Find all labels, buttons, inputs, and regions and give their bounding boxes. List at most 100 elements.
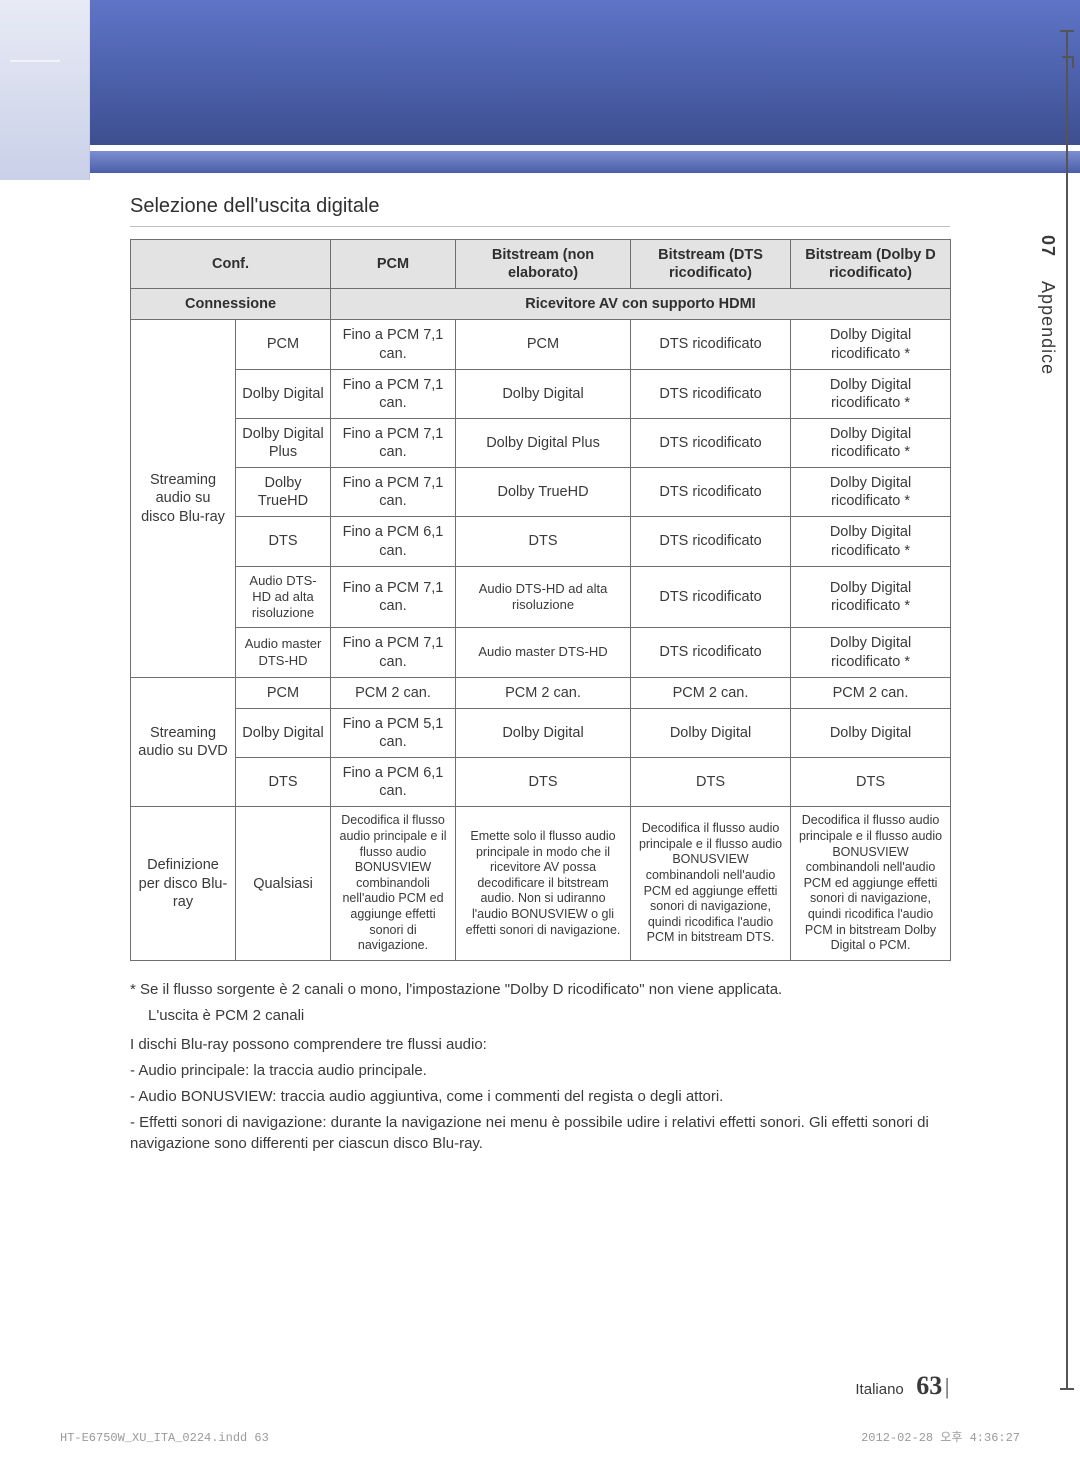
cell: Dolby Digital — [631, 708, 791, 757]
cell-def-dd: Decodifica il flusso audio principale e … — [791, 807, 951, 961]
print-mark-left: HT-E6750W_XU_ITA_0224.indd 63 — [60, 1431, 269, 1445]
cell-def-pcm: Decodifica il flusso audio principale e … — [331, 807, 456, 961]
th-bs-non: Bitstream (non elaborato) — [456, 240, 631, 289]
footnote-star-1: * Se il flusso sorgente è 2 canali o mon… — [130, 979, 950, 1001]
cell: Dolby Digital ricodificato * — [791, 468, 951, 517]
footer-language: Italiano — [855, 1381, 903, 1398]
table-row: Streaming audio su DVD PCM PCM 2 can. PC… — [131, 677, 951, 708]
cell: Fino a PCM 5,1 can. — [331, 708, 456, 757]
cell-label: Audio DTS-HD ad alta risoluzione — [236, 566, 331, 628]
cell: Fino a PCM 7,1 can. — [331, 369, 456, 418]
footnotes: * Se il flusso sorgente è 2 canali o mon… — [130, 979, 950, 1155]
cell: PCM — [456, 320, 631, 369]
cell: Fino a PCM 7,1 can. — [331, 418, 456, 467]
cell-def-dts: Decodifica il flusso audio principale e … — [631, 807, 791, 961]
side-section-number: 07 — [1038, 235, 1058, 257]
group-dvd: Streaming audio su DVD — [131, 677, 236, 807]
cell: PCM 2 can. — [791, 677, 951, 708]
table-row: Audio DTS-HD ad alta risoluzione Fino a … — [131, 566, 951, 628]
th-bs-dts: Bitstream (DTS ricodificato) — [631, 240, 791, 289]
cell: DTS ricodificato — [631, 517, 791, 566]
page-footer: Italiano 63| — [855, 1371, 950, 1401]
content-area: Selezione dell'uscita digitale Conf. PCM… — [130, 195, 950, 1159]
cell-label: Dolby TrueHD — [236, 468, 331, 517]
cell-label: Dolby Digital — [236, 708, 331, 757]
banner-gradient-top — [0, 0, 1080, 145]
footnote-star-2: L'uscita è PCM 2 canali — [130, 1005, 950, 1027]
group-def: Definizione per disco Blu-ray — [131, 807, 236, 961]
table-row: DTS Fino a PCM 6,1 can. DTS DTS ricodifi… — [131, 517, 951, 566]
footnote-intro: I dischi Blu-ray possono comprendere tre… — [130, 1034, 950, 1056]
side-section-text: Appendice — [1038, 281, 1058, 375]
th-connection-span: Ricevitore AV con supporto HDMI — [331, 289, 951, 320]
cell: Fino a PCM 7,1 can. — [331, 320, 456, 369]
crop-tick — [1062, 56, 1074, 68]
crop-rule-right — [1066, 30, 1068, 1390]
table-subheader-row: Connessione Ricevitore AV con supporto H… — [131, 289, 951, 320]
table-header-row: Conf. PCM Bitstream (non elaborato) Bits… — [131, 240, 951, 289]
section-heading: Selezione dell'uscita digitale — [130, 195, 950, 218]
cell-label: Qualsiasi — [236, 807, 331, 961]
group-bluray: Streaming audio su disco Blu-ray — [131, 320, 236, 677]
cell: DTS ricodificato — [631, 468, 791, 517]
cell: PCM 2 can. — [631, 677, 791, 708]
footnote-bullet-3: - Effetti sonori di navigazione: durante… — [130, 1112, 950, 1156]
cell-label: PCM — [236, 320, 331, 369]
cell: Dolby Digital ricodificato * — [791, 517, 951, 566]
top-banner — [0, 0, 1080, 180]
table-row: Streaming audio su disco Blu-ray PCM Fin… — [131, 320, 951, 369]
side-section-label: 07 Appendice — [1037, 235, 1058, 375]
table-row: Audio master DTS-HD Fino a PCM 7,1 can. … — [131, 628, 951, 677]
cell: Dolby TrueHD — [456, 468, 631, 517]
cell: Fino a PCM 6,1 can. — [331, 517, 456, 566]
cell: DTS ricodificato — [631, 418, 791, 467]
th-connection: Connessione — [131, 289, 331, 320]
cell-label: DTS — [236, 758, 331, 807]
cell: Dolby Digital ricodificato * — [791, 566, 951, 628]
cell: Audio DTS-HD ad alta risoluzione — [456, 566, 631, 628]
th-conf: Conf. — [131, 240, 331, 289]
page: 07 Appendice Selezione dell'uscita digit… — [0, 0, 1080, 1479]
cell: DTS ricodificato — [631, 566, 791, 628]
cell-def-non: Emette solo il flusso audio principale i… — [456, 807, 631, 961]
cell: PCM 2 can. — [456, 677, 631, 708]
cell: Dolby Digital ricodificato * — [791, 369, 951, 418]
footnote-bullet-2: - Audio BONUSVIEW: traccia audio aggiunt… — [130, 1086, 950, 1108]
th-bs-dd: Bitstream (Dolby D ricodificato) — [791, 240, 951, 289]
cell-label: DTS — [236, 517, 331, 566]
cell: DTS — [456, 758, 631, 807]
table-row-definition: Definizione per disco Blu-ray Qualsiasi … — [131, 807, 951, 961]
footer-page-number: 63 — [916, 1371, 942, 1400]
cell: Fino a PCM 7,1 can. — [331, 628, 456, 677]
cell: Audio master DTS-HD — [456, 628, 631, 677]
heading-rule — [130, 226, 950, 227]
th-pcm: PCM — [331, 240, 456, 289]
print-mark-right: 2012-02-28 오후 4:36:27 — [861, 1428, 1020, 1445]
cell-label: Dolby Digital — [236, 369, 331, 418]
output-table: Conf. PCM Bitstream (non elaborato) Bits… — [130, 239, 951, 961]
table-row: Dolby TrueHD Fino a PCM 7,1 can. Dolby T… — [131, 468, 951, 517]
cell: DTS ricodificato — [631, 628, 791, 677]
cell: DTS — [456, 517, 631, 566]
cell-label: Dolby Digital Plus — [236, 418, 331, 467]
cell: Fino a PCM 7,1 can. — [331, 468, 456, 517]
cell: Fino a PCM 7,1 can. — [331, 566, 456, 628]
banner-left-tab — [0, 0, 90, 180]
table-row: Dolby Digital Fino a PCM 7,1 can. Dolby … — [131, 369, 951, 418]
cell: PCM 2 can. — [331, 677, 456, 708]
cell: Dolby Digital ricodificato * — [791, 320, 951, 369]
cell-label: Audio master DTS-HD — [236, 628, 331, 677]
table-row: DTS Fino a PCM 6,1 can. DTS DTS DTS — [131, 758, 951, 807]
cell: Dolby Digital ricodificato * — [791, 418, 951, 467]
cell: Dolby Digital ricodificato * — [791, 628, 951, 677]
cell: Dolby Digital Plus — [456, 418, 631, 467]
table-row: Dolby Digital Fino a PCM 5,1 can. Dolby … — [131, 708, 951, 757]
cell: DTS ricodificato — [631, 320, 791, 369]
cell-label: PCM — [236, 677, 331, 708]
banner-gradient-bottom — [0, 151, 1080, 173]
cell: Fino a PCM 6,1 can. — [331, 758, 456, 807]
cell: Dolby Digital — [456, 708, 631, 757]
cell: DTS — [791, 758, 951, 807]
table-row: Dolby Digital Plus Fino a PCM 7,1 can. D… — [131, 418, 951, 467]
cell: DTS — [631, 758, 791, 807]
